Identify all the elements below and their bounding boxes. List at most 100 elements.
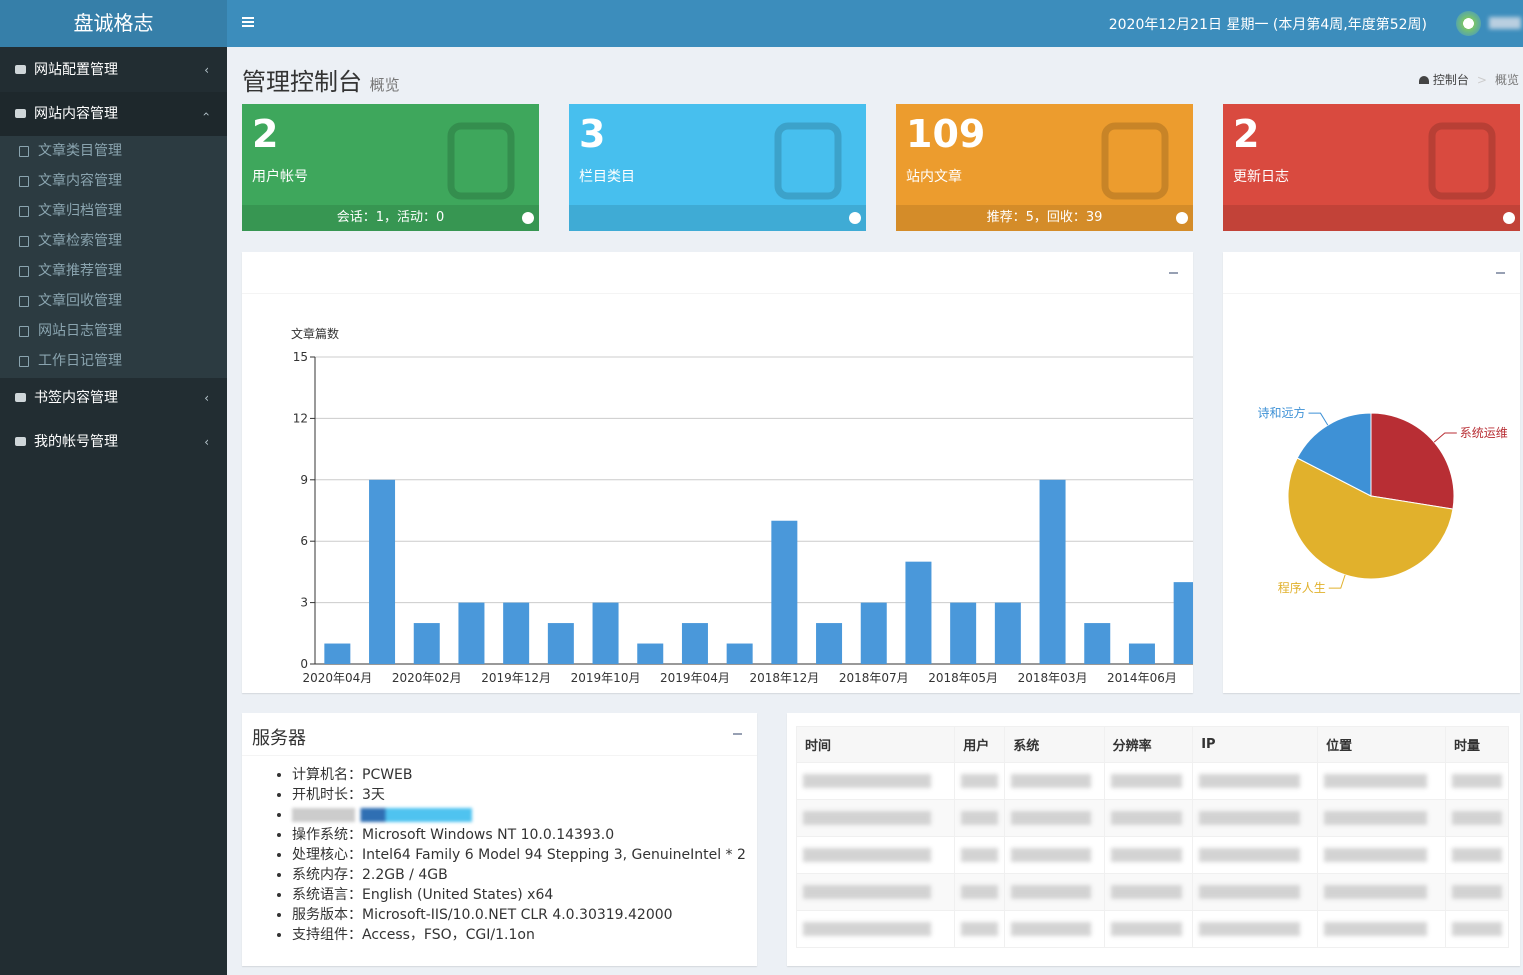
submenu-item[interactable]: 文章归档管理 (0, 196, 227, 226)
stat-box: 2 更新日志 (1223, 104, 1520, 231)
stat-footer[interactable]: 会话：1，活动：0 (242, 205, 539, 231)
bar[interactable] (369, 479, 396, 664)
collapse-button[interactable] (1496, 272, 1505, 274)
bar[interactable] (771, 520, 798, 664)
redacted (1110, 774, 1182, 788)
submenu-item[interactable]: 工作日记管理 (0, 346, 227, 378)
visits-panel: 时间 用户 系统 分辨率 IP 位置 时量 (787, 713, 1520, 966)
server-info-item: 开机时长：3天 (292, 785, 746, 805)
table-cell (1317, 873, 1446, 911)
page-title: 管理控制台 概览 (242, 62, 400, 97)
submenu-item[interactable]: 文章类目管理 (0, 136, 227, 166)
redacted (961, 922, 999, 936)
table-cell (1444, 873, 1510, 911)
table-row (795, 910, 1510, 948)
bar[interactable] (816, 623, 843, 664)
redacted (961, 885, 999, 899)
table-row (795, 836, 1510, 874)
submenu-item[interactable]: 文章内容管理 (0, 166, 227, 196)
bar[interactable] (324, 643, 351, 664)
table-cell (795, 762, 956, 800)
table-cell (1444, 836, 1510, 874)
redacted (1324, 811, 1428, 825)
redacted (1110, 885, 1182, 899)
menu-item[interactable]: 网站内容管理 ‹ (0, 92, 227, 136)
menu-toggle[interactable] (242, 17, 254, 19)
table-cell (1004, 799, 1105, 837)
bar[interactable] (458, 602, 485, 664)
sidebar: 网站配置管理 ‹ 网站内容管理 ‹ 文章类目管理文章内容管理 文章归档管理 文章检索管理 文章… (0, 0, 227, 975)
redacted (1011, 922, 1092, 936)
table-cell (954, 910, 1006, 948)
bar[interactable] (1039, 479, 1066, 664)
column-header[interactable]: 时量 (1444, 726, 1510, 763)
more-arrow[interactable] (1503, 212, 1515, 224)
redacted (803, 885, 931, 899)
menu-item[interactable]: 书签内容管理 ‹ (0, 376, 227, 420)
brand[interactable]: 盘诚格志 (0, 0, 227, 47)
submenu-icon (19, 206, 29, 217)
x-tick-label: 2020年02月 (392, 671, 462, 685)
bar[interactable] (726, 643, 753, 664)
avatar[interactable] (1456, 11, 1481, 36)
submenu-item[interactable]: 文章推荐管理 (0, 256, 227, 286)
bar[interactable] (413, 623, 440, 664)
bar[interactable] (637, 643, 664, 664)
collapse-button[interactable] (733, 733, 742, 735)
submenu-label: 文章类目管理 (38, 143, 122, 159)
table-row (795, 799, 1510, 837)
crumb[interactable]: 控制台 (1432, 73, 1469, 87)
redacted (1011, 811, 1092, 825)
bar[interactable] (1084, 623, 1111, 664)
menu-label: 网站内容管理 (34, 106, 118, 122)
table-cell (1192, 910, 1319, 948)
redacted (803, 848, 931, 862)
table-cell (795, 910, 956, 948)
more-arrow[interactable] (1176, 212, 1188, 224)
bar[interactable] (503, 602, 530, 664)
more-arrow[interactable] (522, 212, 534, 224)
bar[interactable] (860, 602, 887, 664)
redacted (1011, 848, 1092, 862)
bar[interactable] (681, 623, 708, 664)
bar[interactable] (950, 602, 977, 664)
bar[interactable] (547, 623, 574, 664)
x-tick-label: 2020年04月 (302, 671, 372, 685)
column-header[interactable]: 分辨率 (1103, 726, 1194, 763)
table-cell (1103, 762, 1194, 800)
submenu-item[interactable]: 文章检索管理 (0, 226, 227, 256)
stat-footer[interactable]: 推荐：5，回收：39 (896, 205, 1193, 231)
x-tick-label: 2019年10月 (571, 671, 641, 685)
column-header[interactable]: 时间 (795, 726, 956, 763)
icon-shape (447, 122, 515, 200)
y-tick-label: 15 (293, 350, 308, 364)
pie-slice[interactable] (1370, 412, 1455, 510)
bar-chart: 文章篇数 0 3 6 9 12 15 2020年04月 2020年02月 2019年12月 2019… (291, 326, 1193, 685)
more-arrow[interactable] (849, 212, 861, 224)
submenu-item[interactable]: 网站日志管理 (0, 316, 227, 346)
bar[interactable] (1128, 643, 1155, 664)
table-cell (1004, 873, 1105, 911)
bar[interactable] (592, 602, 619, 664)
redacted (1451, 885, 1502, 899)
bar[interactable] (905, 561, 932, 664)
column-header[interactable]: 用户 (954, 726, 1006, 763)
bar[interactable] (1173, 582, 1193, 664)
submenu-item[interactable]: 文章回收管理 (0, 286, 227, 316)
stat-value: 2 (1233, 112, 1260, 156)
menu-item[interactable]: 网站配置管理 ‹ (0, 48, 227, 92)
x-tick-label: 2018年07月 (839, 671, 909, 685)
table-cell (1192, 799, 1319, 837)
stat-footer[interactable] (1223, 205, 1520, 231)
menu-item[interactable]: 我的帐号管理 ‹ (0, 420, 227, 464)
user-name (1489, 17, 1521, 29)
bar[interactable] (994, 602, 1021, 664)
table-cell (1004, 836, 1105, 874)
column-header[interactable]: 位置 (1317, 726, 1446, 763)
table-cell (954, 873, 1006, 911)
column-header[interactable]: IP (1192, 726, 1319, 763)
column-header[interactable]: 系统 (1004, 726, 1105, 763)
stat-footer[interactable] (569, 205, 866, 231)
collapse-button[interactable] (1169, 272, 1178, 274)
